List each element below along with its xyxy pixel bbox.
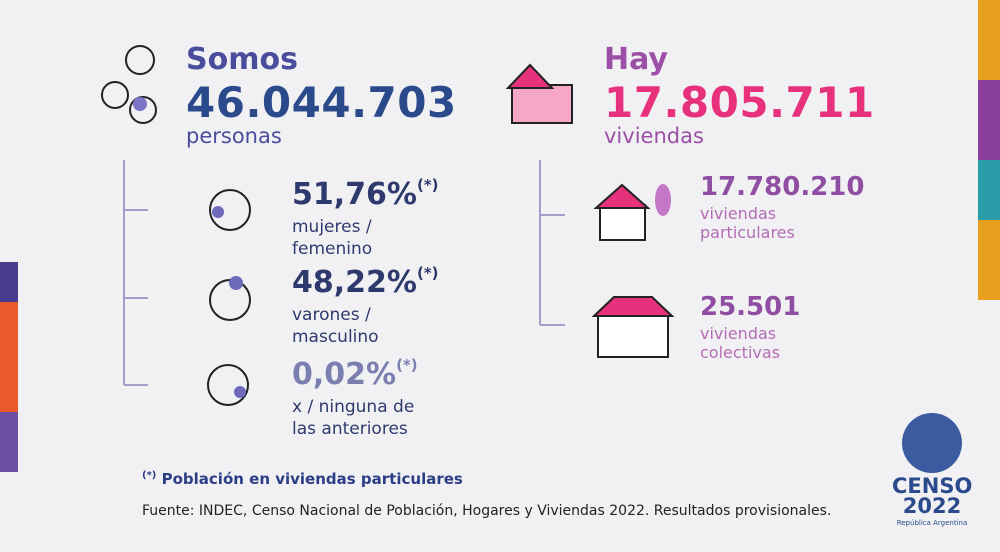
note-mark: (*) [416, 264, 439, 282]
note-mark: (*) [416, 176, 439, 194]
face [209, 189, 251, 231]
label-line: mujeres / [292, 217, 372, 237]
value: 25.501 [700, 292, 801, 322]
value: 51,76% [292, 177, 417, 212]
note-mark: (*) [396, 356, 418, 374]
label-line: las anteriores [292, 419, 408, 439]
logo-circle [902, 413, 962, 473]
value: 0,02% [292, 357, 397, 392]
label: viviendas colectivas [700, 324, 800, 362]
group: 48,22%(*) varones / masculino [292, 265, 439, 348]
house [511, 84, 573, 124]
percentage: 48,22%(*) [292, 265, 439, 300]
group: 0,02%(*) x / ninguna de las anteriores [292, 357, 418, 440]
label: viviendas particulares [700, 204, 864, 242]
building [597, 314, 669, 358]
people-total: 46.044.703 [186, 78, 457, 127]
accent [234, 386, 246, 398]
edge-strip [0, 262, 18, 302]
housing-unit: viviendas [604, 124, 704, 148]
footnote-text: Población en viviendas particulares [161, 470, 463, 488]
tree [655, 184, 671, 216]
group: 51,76%(*) mujeres / femenino [292, 177, 439, 260]
label-line: x / ninguna de [292, 397, 415, 417]
logo-name: CENSO [892, 474, 973, 498]
edge-strip [978, 220, 1000, 300]
label-line: varones / [292, 305, 371, 325]
label-line: viviendas [700, 324, 777, 343]
face [125, 45, 155, 75]
edge-strip [0, 412, 18, 472]
value: 17.780.210 [700, 172, 865, 202]
accent [133, 97, 147, 111]
label-line: femenino [292, 239, 373, 259]
value: 48,22% [292, 265, 417, 300]
accent [212, 206, 224, 218]
edge-strip [978, 80, 1000, 160]
housing-lead: Hay [604, 42, 668, 77]
label-line: colectivas [700, 343, 780, 362]
edge-strip [978, 0, 1000, 80]
face [207, 364, 249, 406]
label-line: particulares [700, 223, 795, 242]
face [101, 81, 129, 109]
edge-strip [978, 160, 1000, 220]
accent [229, 276, 243, 290]
face [129, 96, 157, 124]
label-line: viviendas [700, 204, 777, 223]
house-icons [505, 63, 675, 358]
source: Fuente: INDEC, Censo Nacional de Poblaci… [142, 503, 832, 519]
people-unit: personas [186, 124, 282, 148]
people-icon [101, 45, 157, 124]
logo-year: 2022 [902, 494, 962, 518]
group: 25.501 viviendas colectivas [700, 294, 800, 362]
housing-total: 17.805.711 [604, 78, 875, 127]
percentage: 0,02%(*) [292, 357, 418, 392]
people-lead: Somos [186, 42, 298, 77]
label: varones / masculino [292, 304, 439, 348]
label-line: masculino [292, 327, 379, 347]
group: 17.780.210 viviendas particulares [700, 174, 864, 242]
roof [593, 183, 651, 209]
roof [505, 63, 555, 89]
face-icons [207, 189, 251, 406]
roof [591, 296, 675, 317]
house [599, 204, 646, 241]
note-mark: (*) [142, 470, 157, 481]
tree-lines [123, 160, 565, 386]
label: x / ninguna de las anteriores [292, 396, 418, 440]
label: mujeres / femenino [292, 216, 439, 260]
percentage: 51,76%(*) [292, 177, 439, 212]
footnote: (*) Población en viviendas particulares [142, 470, 463, 488]
logo-country: República Argentina [896, 519, 968, 527]
